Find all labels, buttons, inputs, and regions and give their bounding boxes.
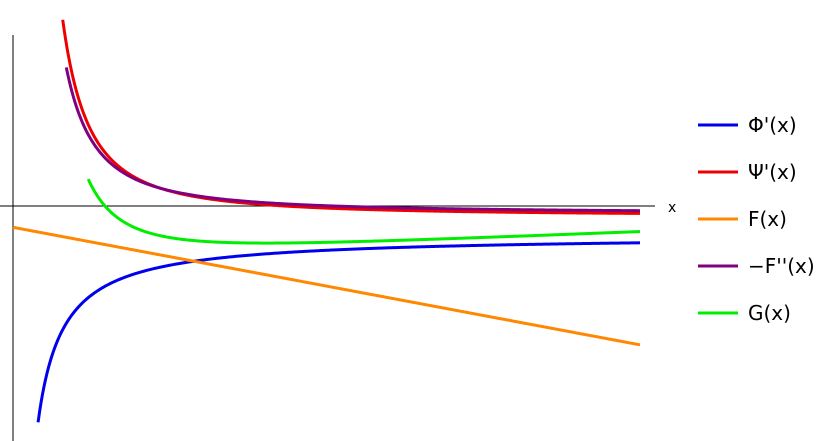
series-line-phi-prime: [36, 241, 641, 423]
axes: x: [0, 35, 676, 441]
legend-label-psi-prime: Ψ'(x): [748, 160, 797, 184]
legend-label-phi-prime: Φ'(x): [748, 113, 797, 137]
series-line-g: [86, 178, 641, 245]
series-line-f: [12, 225, 641, 347]
series-line-neg-f-pp: [64, 67, 641, 213]
series-layer: [12, 19, 641, 423]
legend-label-neg-f-pp: −F''(x): [748, 254, 815, 278]
legend-label-f: F(x): [748, 207, 787, 231]
legend-label-g: G(x): [748, 301, 791, 325]
x-axis-label: x: [668, 200, 676, 216]
legend: Φ'(x) Ψ'(x) F(x) −F''(x) G(x): [698, 113, 815, 325]
